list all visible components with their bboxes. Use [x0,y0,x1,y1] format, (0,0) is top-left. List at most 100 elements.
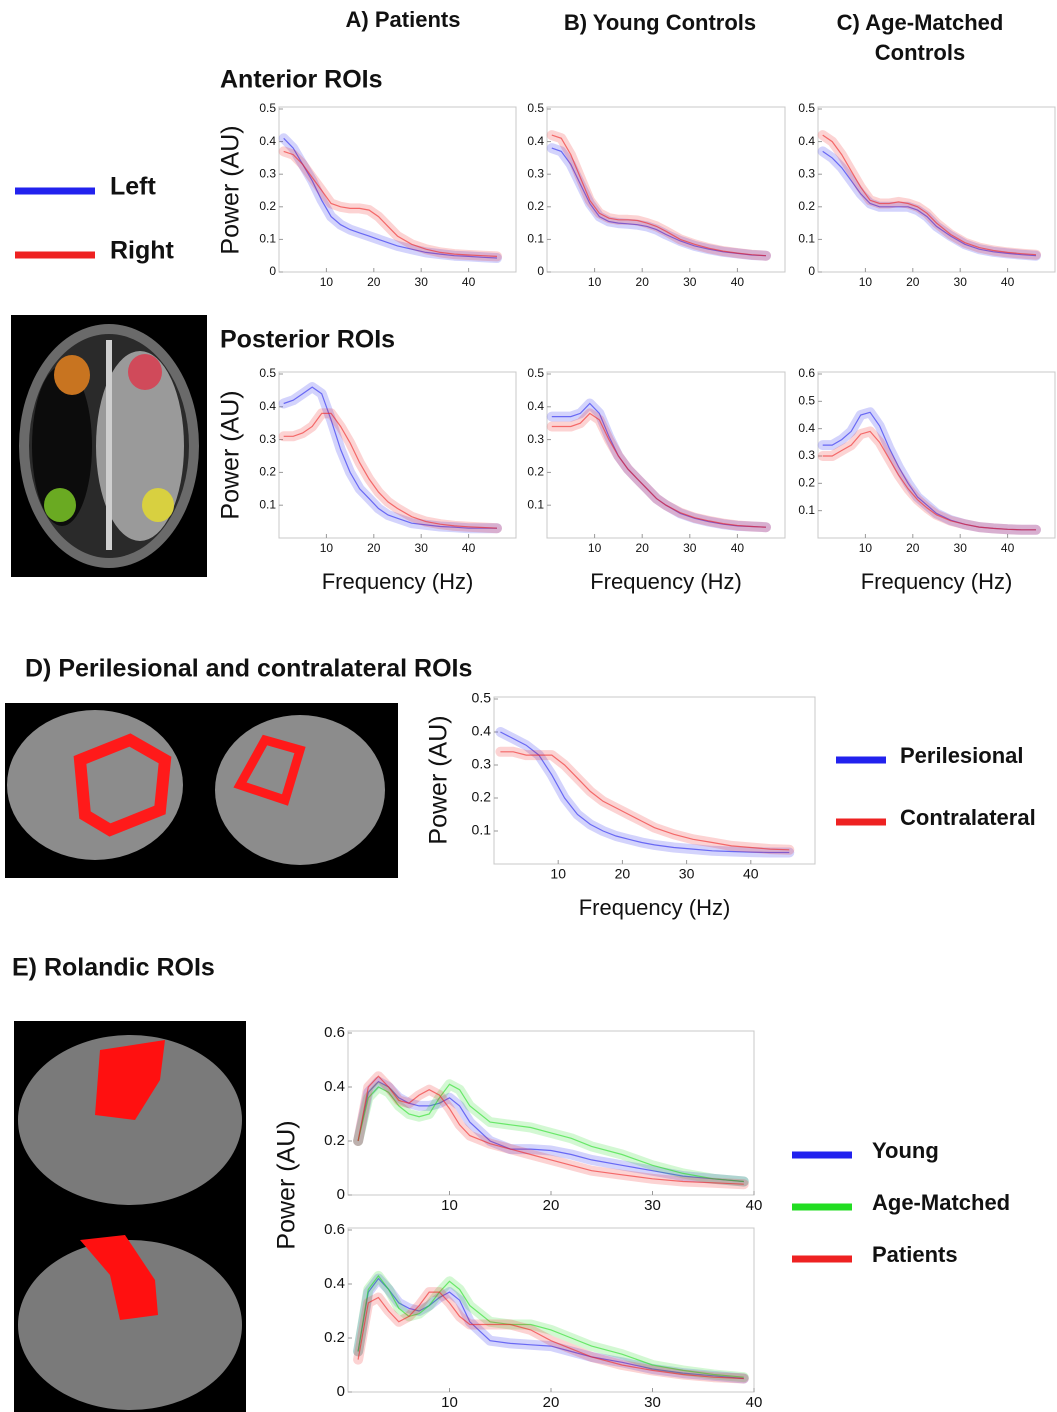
confidence-band [284,138,497,258]
panel-title: E) Rolandic ROIs [12,954,215,982]
legend-label: Young [872,1138,939,1163]
x-tick-label: 30 [415,541,429,555]
y-tick-label: 0.5 [259,101,276,115]
y-tick-label: 0.2 [527,199,544,213]
y-tick-label: 0.4 [324,1275,345,1292]
plot-frame [494,697,815,864]
panel-title: D) Perilesional and contralateral ROIs [25,655,472,683]
x-axis-label: Frequency (Hz) [322,569,474,594]
confidence-band [500,732,789,853]
x-tick-label: 10 [550,866,566,882]
x-tick-label: 30 [954,275,968,289]
legend-label: Right [110,237,175,265]
x-tick-label: 20 [543,1197,560,1214]
y-tick-label: 0 [269,264,276,278]
confidence-band [358,1292,744,1378]
legend-label: Left [110,173,157,201]
y-tick-label: 0 [337,1186,345,1203]
x-tick-label: 10 [588,541,602,555]
x-tick-label: 40 [746,1394,763,1411]
y-tick-label: 0.5 [798,101,815,115]
y-axis-label: Power (AU) [425,715,453,844]
panel-title: Anterior ROIs [220,66,383,94]
y-tick-label: 0.2 [259,199,276,213]
x-tick-label: 20 [543,1394,560,1411]
column-header: C) Age-Matched Controls [822,8,1018,68]
x-tick-label: 40 [746,1197,763,1214]
x-tick-label: 30 [644,1394,661,1411]
y-tick-label: 0.2 [472,789,492,805]
column-header: B) Young Controls [540,8,780,38]
x-axis-label: Frequency (Hz) [861,569,1013,594]
x-tick-label: 10 [320,275,334,289]
y-tick-label: 0.4 [472,723,492,739]
y-tick-label: 0.2 [798,476,815,490]
y-tick-label: 0.1 [527,497,544,511]
y-tick-label: 0.4 [798,421,815,435]
y-tick-label: 0.5 [472,690,492,706]
panel-title: Posterior ROIs [220,326,395,354]
y-tick-label: 0.1 [259,232,276,246]
x-axis-label: Frequency (Hz) [590,569,742,594]
x-axis-label: Frequency (Hz) [579,895,731,920]
x-tick-label: 30 [683,275,697,289]
y-tick-label: 0.1 [527,232,544,246]
x-tick-label: 40 [743,866,759,882]
y-tick-label: 0.4 [259,399,276,413]
y-tick-label: 0.5 [527,366,544,380]
legend-label: Contralateral [900,805,1036,830]
y-tick-label: 0.4 [798,134,815,148]
y-tick-label: 0.5 [798,394,815,408]
column-header: A) Patients [303,5,503,35]
legend-label: Age-Matched [872,1190,1010,1215]
mri-axial-image [11,315,207,577]
confidence-band [552,135,766,256]
y-tick-label: 0.4 [324,1078,345,1095]
y-tick-label: 0.3 [798,166,815,180]
y-tick-label: 0.2 [527,465,544,479]
y-tick-label: 0.4 [259,134,276,148]
y-tick-label: 0.1 [798,232,815,246]
y-tick-label: 0.4 [527,134,544,148]
x-tick-label: 20 [615,866,631,882]
y-tick-label: 0.3 [798,448,815,462]
confidence-band [823,135,1036,255]
y-tick-label: 0.3 [259,166,276,180]
brain-render-d [5,703,398,878]
x-tick-label: 10 [859,541,873,555]
y-tick-label: 0.6 [798,366,815,380]
legend-label: Perilesional [900,743,1024,768]
figure-canvas: 0 0.1 0.2 0.3 0.4 0.5 10 20 30 40 Left Right Anterio… [0,0,1057,1412]
x-tick-label: 20 [367,275,381,289]
x-tick-label: 20 [636,541,650,555]
y-tick-label: 0.5 [527,101,544,115]
y-tick-label: 0.3 [259,432,276,446]
x-tick-label: 20 [906,541,920,555]
y-tick-label: 0 [537,264,544,278]
y-tick-label: 0.2 [259,465,276,479]
x-tick-label: 30 [683,541,697,555]
y-tick-label: 0.1 [472,822,492,838]
x-tick-label: 40 [462,275,476,289]
y-tick-label: 0.3 [472,756,492,772]
x-tick-label: 30 [954,541,968,555]
x-tick-label: 30 [679,866,695,882]
x-tick-label: 40 [1001,541,1015,555]
y-tick-label: 0.1 [798,503,815,517]
x-tick-label: 40 [1001,275,1015,289]
x-tick-label: 20 [367,541,381,555]
confidence-band [552,413,766,527]
y-tick-label: 0 [337,1383,345,1400]
y-axis-label: Power (AU) [273,1120,301,1249]
x-tick-label: 30 [415,275,429,289]
x-tick-label: 20 [636,275,650,289]
y-tick-label: 0.2 [324,1329,345,1346]
y-tick-label: 0.5 [259,366,276,380]
confidence-band [823,431,1036,529]
y-tick-label: 0.6 [324,1024,345,1041]
x-tick-label: 10 [320,541,334,555]
x-tick-label: 40 [462,541,476,555]
x-tick-label: 10 [441,1197,458,1214]
y-tick-label: 0.4 [527,399,544,413]
y-axis-label: Power (AU) [217,125,245,254]
